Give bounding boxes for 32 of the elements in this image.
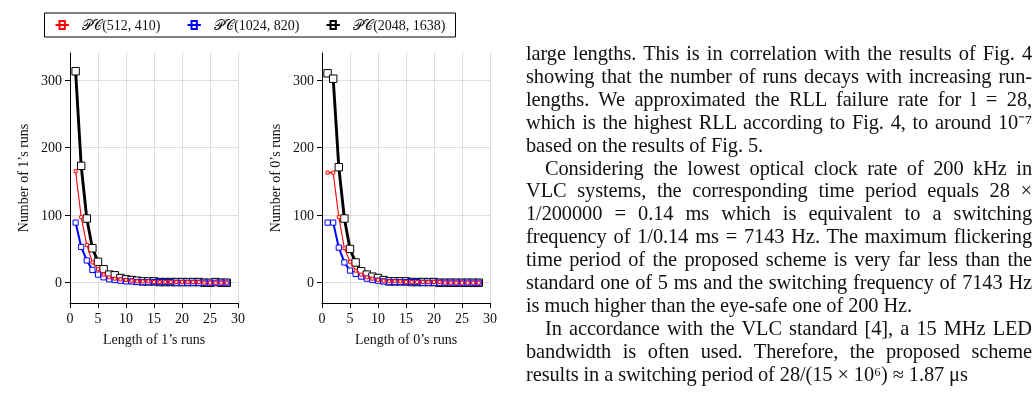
y-tick-label: 300 [41, 72, 62, 88]
text: Considering the lowest optical clock rate of 200 kHz in VLC systems, the corresponding time period equals 28 × 1/200000 = 0.14 ms which is equivalent to a switching frequency of 1/0.14 ms = 7143 Hz. The maximum flickering time period of the proposed scheme is very far less than the standard one of 5 ms and the switching frequency of 7143 Hz is much higher than the eye-safe one of 200 Hz. [526, 156, 1032, 317]
y-tick-label: 0 [307, 275, 314, 291]
x-tick-label: 25 [203, 310, 217, 326]
x-tick-label: 10 [119, 310, 133, 326]
x-tick-label: 20 [175, 310, 189, 326]
y-tick-label: 300 [293, 72, 314, 88]
text: large lengths. This is in correlation with the results of Fig. 4 showing that the number of runs decays with increasing run-lengths. We approximated the RLL failure rate for l = 28, which is the highest RLL according to Fig. 4, to around 10⁻⁷ based on the results of Fig. 5. [526, 42, 1032, 157]
y-tick-label: 0 [55, 275, 62, 291]
x-tick-label: 10 [371, 310, 385, 326]
y-tick-label: 200 [293, 140, 314, 156]
x-tick-label: 30 [483, 310, 497, 326]
legend-label: 𝒫𝒞(2048, 1638) [353, 17, 446, 34]
text: In accordance with the VLC standard [4], a 15 MHz LED bandwidth is often used. Therefore, the proposed scheme results in a switching period of 28/(15 × 10⁶) ≈ 1.87 μs [526, 316, 1032, 386]
legend-label: 𝒫𝒞(512, 410) [82, 17, 161, 34]
legend-label: 𝒫𝒞(1024, 820) [214, 17, 300, 34]
y-axis-title: Number of 0’s runs [267, 123, 283, 233]
y-tick-label: 100 [293, 207, 314, 223]
x-tick-label: 30 [231, 310, 245, 326]
x-tick-label: 20 [427, 310, 441, 326]
x-tick-label: 5 [346, 310, 354, 326]
x-tick-label: 25 [455, 310, 469, 326]
x-tick-label: 15 [147, 310, 161, 326]
x-tick-label: 0 [66, 310, 74, 326]
y-tick-label: 200 [41, 140, 62, 156]
y-tick-label: 100 [41, 207, 62, 223]
x-tick-label: 5 [94, 310, 102, 326]
x-axis-title: Length of 0’s runs [354, 331, 458, 347]
x-tick-label: 15 [399, 310, 413, 326]
x-axis-title: Length of 1’s runs [102, 331, 206, 347]
y-axis-title: Number of 1’s runs [15, 123, 31, 233]
x-tick-label: 0 [318, 310, 326, 326]
